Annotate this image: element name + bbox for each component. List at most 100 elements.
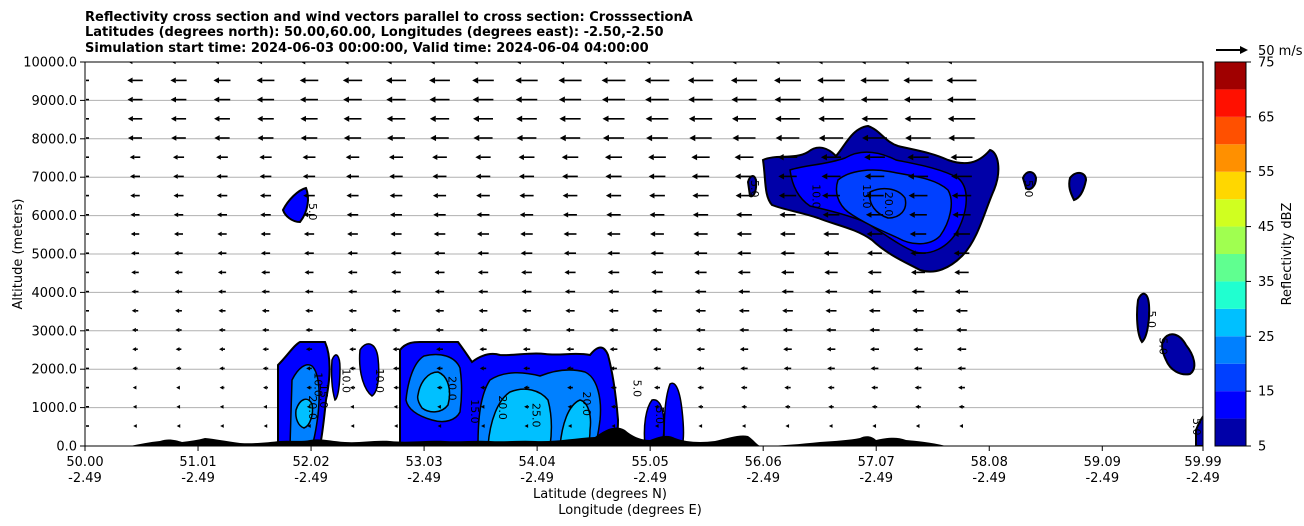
- x-tick-label-lon: -2.49: [972, 471, 1006, 486]
- wind-vector-head: [472, 77, 479, 84]
- wind-vector-head: [303, 212, 309, 218]
- wind-vector-head: [910, 269, 917, 276]
- colorbar-label: Reflectivity dBZ: [1280, 203, 1295, 306]
- wind-vector-head: [567, 404, 572, 409]
- wind-vector-head: [521, 269, 526, 275]
- wind-vector-head: [947, 115, 954, 122]
- y-axis-label: Altitude (meters): [11, 199, 26, 310]
- wind-vector-head: [827, 385, 832, 390]
- y-tick-label: 10000.0: [23, 56, 77, 71]
- terrain-profile: [85, 427, 946, 446]
- wind-vector-head: [821, 173, 828, 180]
- colorbar-band: [1215, 171, 1246, 200]
- wind-vector-head: [214, 115, 220, 122]
- wind-vector-head: [175, 347, 180, 352]
- wind-vector-head: [817, 77, 824, 84]
- wind-vector-head: [774, 96, 781, 103]
- wind-vector-head: [563, 212, 569, 218]
- contour-label: 10.0: [373, 368, 386, 393]
- wind-vector-head: [914, 366, 919, 371]
- wind-vector-head: [477, 250, 483, 256]
- wind-vector-head: [393, 404, 398, 409]
- wind-vector-head: [515, 96, 522, 103]
- wind-vector-head: [524, 424, 529, 428]
- x-tick-label-lon: -2.49: [633, 471, 667, 486]
- x-tick-label-lon: -2.49: [294, 471, 328, 486]
- wind-vector-head: [350, 424, 355, 428]
- wind-vector-head: [739, 327, 744, 333]
- x-tick-label-lon: -2.49: [1186, 471, 1220, 486]
- wind-vector-head: [817, 96, 824, 103]
- wind-vector-head: [861, 62, 866, 65]
- wind-vector-head: [909, 211, 915, 218]
- wind-vector-head: [386, 96, 393, 103]
- wind-vector-head: [957, 366, 962, 371]
- wind-vector-head: [132, 347, 137, 352]
- wind-vector-head: [648, 173, 655, 180]
- wind-vector-head: [219, 385, 224, 390]
- x-axis-label-secondary: Longitude (degrees E): [558, 503, 702, 518]
- wind-vector-head: [522, 347, 527, 352]
- x-tick-label-lat: 54.04: [519, 455, 556, 470]
- wind-vector-head: [737, 250, 743, 256]
- wind-vector-head: [257, 135, 263, 141]
- wind-vector-head: [387, 62, 392, 65]
- wind-vector-head: [515, 77, 522, 84]
- plot-area: 5.010.015.020.010.0 10.0 20.015.0 20.0 25.0 2…: [84, 61, 1204, 447]
- wind-vector-head: [567, 385, 571, 390]
- wind-vector-head: [607, 250, 613, 256]
- wind-vector-head: [826, 346, 831, 352]
- wind-vector-head: [306, 366, 311, 371]
- wind-vector-head: [176, 385, 180, 390]
- wind-vector-head: [564, 269, 570, 275]
- wind-vector-head: [476, 192, 482, 199]
- wind-vector-head: [349, 366, 354, 371]
- wind-vector-head: [176, 424, 181, 428]
- wind-vector-head: [822, 192, 828, 199]
- wind-vector-head: [735, 192, 742, 199]
- colorbar-tick-label: 15: [1258, 385, 1275, 400]
- wind-vector-head: [306, 404, 311, 409]
- wind-vector-head: [824, 269, 830, 276]
- wind-vector-head: [305, 308, 310, 314]
- wind-vector-head: [605, 173, 611, 180]
- wind-vector-head: [394, 424, 398, 428]
- wind-vector-head: [822, 211, 829, 218]
- wind-vector-head: [171, 135, 177, 141]
- wind-vector-head: [741, 404, 746, 409]
- colorbar-band: [1215, 254, 1246, 282]
- wind-vector-head: [954, 269, 960, 276]
- wind-vector-head: [563, 231, 569, 237]
- colorbar-band: [1215, 336, 1246, 364]
- wind-vector-head: [390, 231, 396, 237]
- wind-vector-head: [558, 77, 565, 84]
- wind-vector-head: [871, 404, 876, 409]
- wind-vector-head: [393, 385, 398, 390]
- y-tick-label: 0.0: [56, 440, 77, 455]
- wind-vector-head: [737, 269, 743, 276]
- wind-vector-head: [696, 366, 702, 371]
- wind-vector-head: [516, 62, 521, 65]
- wind-vector-head: [127, 135, 134, 141]
- wind-vector-head: [738, 308, 744, 314]
- wind-vector-head: [782, 327, 788, 333]
- wind-vector-head: [388, 154, 395, 160]
- wind-vector-head: [214, 135, 220, 141]
- contour-label: 10.0: [809, 184, 822, 209]
- wind-vector-head: [216, 154, 221, 160]
- wind-vector-head: [904, 62, 909, 65]
- wind-vector-head: [915, 404, 920, 409]
- wind-vector-head: [606, 231, 612, 237]
- wind-vector-head: [818, 115, 825, 122]
- wind-vector-head: [132, 385, 137, 390]
- wind-vector-head: [306, 385, 311, 390]
- wind-vector-head: [435, 327, 440, 333]
- wind-vector-head: [741, 424, 746, 428]
- wind-vector-head: [602, 115, 609, 122]
- wind-vector-head: [694, 269, 700, 275]
- wind-vector-head: [389, 173, 395, 180]
- contour-label: 25.0: [530, 403, 543, 428]
- wind-vector-head: [905, 134, 912, 142]
- contour-label: 15.0: [317, 384, 330, 409]
